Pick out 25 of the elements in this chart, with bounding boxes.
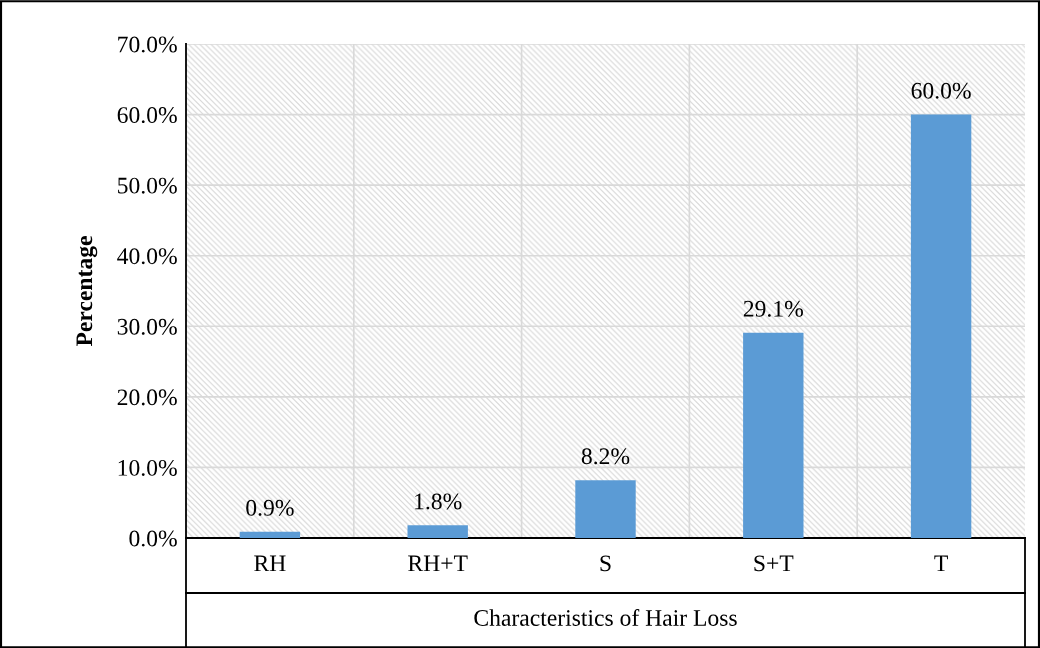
data-label: 60.0%: [911, 82, 971, 99]
y-axis-title: Percentage: [76, 236, 98, 347]
bar: [407, 525, 468, 538]
bar: [239, 531, 301, 538]
data-label: 8.2%: [581, 448, 630, 465]
y-tick-label: 10.0%: [118, 459, 177, 476]
x-tick-label: S: [600, 555, 611, 572]
y-tick-label: 30.0%: [117, 318, 177, 335]
y-tick-label: 40.0%: [117, 248, 177, 265]
data-label: 1.8%: [415, 493, 462, 510]
bar: [743, 332, 804, 538]
y-tick-label: 60.0%: [117, 107, 177, 124]
x-tick-label: RH: [254, 555, 286, 572]
x-tick-label: T: [934, 555, 948, 572]
y-tick-label: 70.0%: [118, 36, 177, 53]
x-axis-title: Characteristics of Hair Loss: [474, 609, 737, 626]
y-tick-label: 20.0%: [117, 389, 177, 406]
y-tick-label: 0.0%: [129, 530, 177, 547]
data-label: 29.1%: [743, 300, 803, 317]
y-tick-label: 50.0%: [118, 177, 177, 194]
data-label: 0.9%: [246, 499, 294, 516]
bar: [575, 480, 636, 538]
x-tick-label: S+T: [754, 555, 794, 572]
bar: [910, 114, 972, 538]
x-tick-label: RH+T: [408, 555, 468, 572]
